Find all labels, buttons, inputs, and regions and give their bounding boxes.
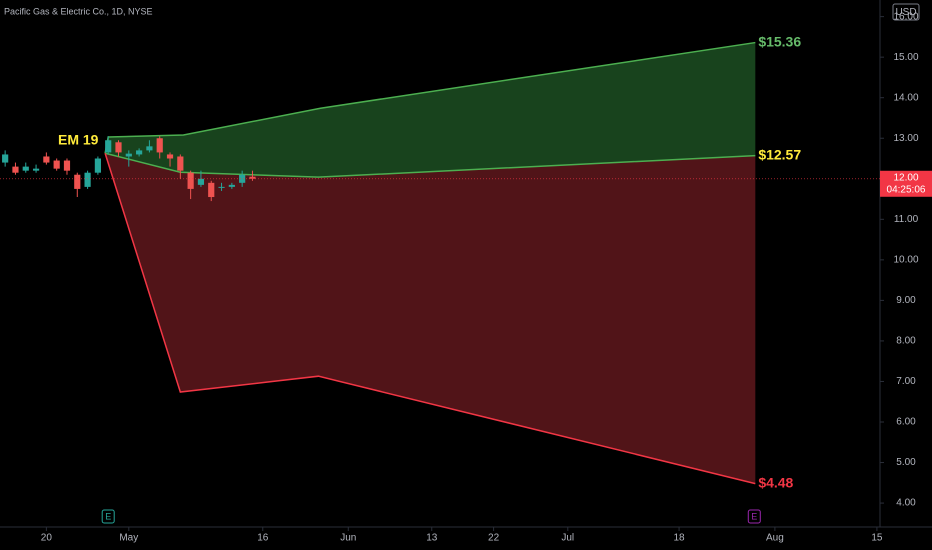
- candle-body: [32, 168, 40, 171]
- candle-body: [105, 140, 112, 153]
- candle-body: [187, 172, 194, 189]
- em-label: $12.57: [758, 146, 801, 162]
- candle-body: [53, 160, 60, 169]
- candle-body: [197, 178, 205, 185]
- plot-area: [2, 41, 756, 485]
- x-tick-label: 22: [488, 533, 500, 544]
- x-tick-label: 15: [871, 533, 883, 544]
- x-tick-label: 20: [41, 533, 53, 544]
- event-marker: [101, 509, 115, 524]
- candle-body: [156, 138, 163, 153]
- candle-body: [218, 186, 225, 188]
- candle-body: [63, 160, 71, 171]
- candle-body: [12, 166, 19, 173]
- upper-zone: [105, 42, 756, 178]
- currency-box: [892, 3, 920, 21]
- x-tick-label: Jun: [340, 533, 356, 544]
- candle-body: [125, 153, 132, 157]
- chart-title: Pacific Gas & Electric Co., 1D, NYSE: [4, 6, 153, 16]
- candle-body: [74, 174, 81, 189]
- x-tick-label: 18: [674, 533, 686, 544]
- em-label: $15.36: [758, 33, 801, 49]
- y-tick-label: 13.00: [893, 133, 918, 144]
- countdown: 04:25:06: [887, 184, 926, 195]
- event-label: E: [751, 511, 757, 521]
- x-tick-label: Aug: [766, 533, 784, 544]
- candle-body: [2, 154, 9, 163]
- currency: USD: [895, 7, 916, 18]
- current-price-label: 12.00: [893, 172, 918, 183]
- candle-body: [94, 158, 101, 173]
- x-tick-label: 13: [426, 533, 438, 544]
- x-tick-label: 16: [257, 533, 269, 544]
- candle-body: [43, 156, 50, 163]
- y-tick-label: 7.00: [896, 376, 916, 387]
- y-tick-label: 5.00: [896, 457, 916, 468]
- candle-body: [239, 174, 246, 183]
- y-tick-label: 6.00: [896, 417, 916, 428]
- candle-body: [228, 184, 235, 187]
- candle-body: [249, 176, 256, 179]
- candle-body: [208, 182, 215, 198]
- y-tick-label: 10.00: [893, 254, 918, 265]
- candle-body: [84, 172, 91, 187]
- current-price-box: [880, 170, 932, 197]
- annotation: EM 19: [58, 132, 99, 148]
- y-tick-label: 15.00: [893, 52, 918, 63]
- x-tick-label: May: [119, 533, 138, 544]
- y-tick-label: 8.00: [896, 336, 916, 347]
- candle-body: [177, 156, 184, 171]
- lower-zone: [105, 153, 756, 484]
- y-tick-label: 9.00: [896, 295, 916, 306]
- em-line: [104, 152, 756, 178]
- y-tick-label: 16.00: [893, 11, 918, 22]
- candle-body: [22, 166, 29, 171]
- em-label: $4.48: [758, 474, 793, 490]
- em-line: [104, 153, 756, 485]
- event-marker: [747, 509, 761, 524]
- y-tick-label: 14.00: [893, 92, 918, 103]
- candle-body: [166, 154, 174, 159]
- candle-body: [146, 146, 153, 151]
- y-tick-label: 4.00: [896, 498, 916, 509]
- candle-body: [136, 150, 143, 155]
- candle-body: [115, 142, 122, 153]
- y-tick-label: 11.00: [894, 214, 919, 225]
- x-tick-label: Jul: [561, 533, 574, 544]
- event-label: E: [105, 511, 111, 521]
